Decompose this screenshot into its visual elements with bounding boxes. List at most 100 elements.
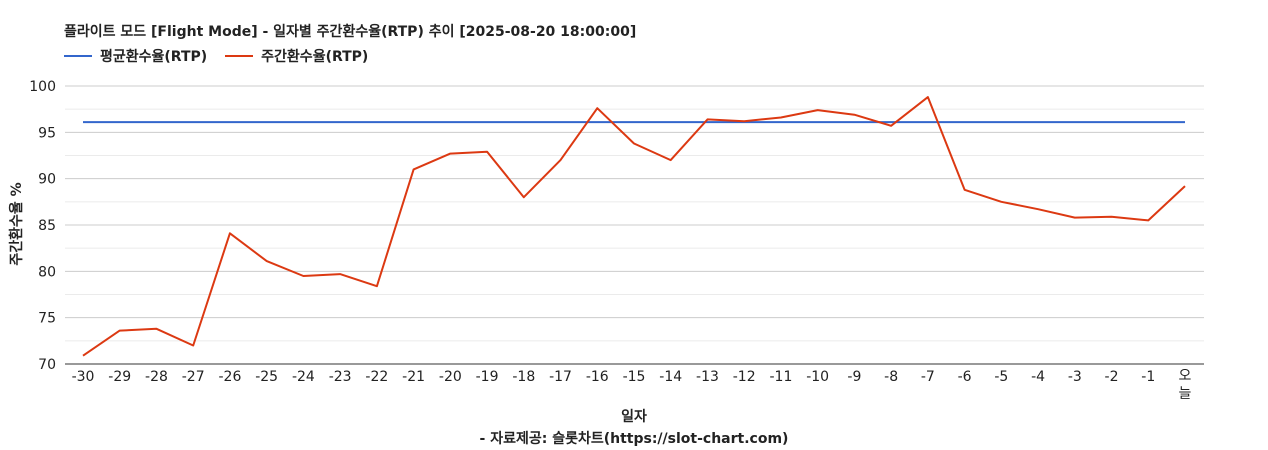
data-point[interactable] — [888, 123, 894, 129]
data-point[interactable] — [741, 118, 747, 124]
data-point[interactable] — [1109, 119, 1115, 125]
x-tick-label: -13 — [696, 369, 719, 385]
x-tick-label: -6 — [958, 369, 972, 385]
x-tick-label: -14 — [659, 369, 682, 385]
data-point[interactable] — [925, 119, 931, 125]
data-point[interactable] — [851, 112, 857, 118]
x-tick-label: -12 — [733, 369, 756, 385]
data-point[interactable] — [1145, 217, 1151, 223]
x-tick-label: -28 — [145, 369, 168, 385]
legend-label-average-rtp: 평균환수율(RTP) — [100, 49, 208, 65]
data-point[interactable] — [337, 119, 343, 125]
x-tick-label: -3 — [1068, 369, 1082, 385]
x-tick-label: -7 — [921, 369, 935, 385]
x-tick-label: 늘 — [1179, 386, 1192, 402]
grid-layer — [65, 85, 1204, 365]
data-point[interactable] — [631, 140, 637, 146]
x-tick-label: -15 — [623, 369, 646, 385]
series-line-weekly-rtp[interactable] — [82, 96, 1186, 357]
data-point[interactable] — [1182, 183, 1188, 189]
x-tick-label: -23 — [329, 369, 352, 385]
y-tick-label: 95 — [38, 125, 56, 141]
data-point[interactable] — [851, 119, 857, 125]
x-tick-label: -24 — [292, 369, 315, 385]
data-point[interactable] — [925, 94, 931, 100]
data-point[interactable] — [153, 326, 159, 332]
data-point[interactable] — [962, 187, 968, 193]
chart-title: 플라이트 모드 [Flight Mode] - 일자별 주간환수율(RTP) 추… — [64, 24, 637, 40]
data-point[interactable] — [447, 119, 453, 125]
data-point[interactable] — [558, 157, 564, 163]
data-point[interactable] — [668, 119, 674, 125]
data-point[interactable] — [264, 258, 270, 264]
legend: 평균환수율(RTP) 주간환수율(RTP) — [64, 46, 386, 66]
x-tick-label: -26 — [218, 369, 241, 385]
data-point[interactable] — [190, 342, 196, 348]
series-layer — [80, 94, 1188, 359]
data-point[interactable] — [962, 119, 968, 125]
data-point[interactable] — [594, 105, 600, 111]
y-tick-label: 90 — [38, 172, 56, 188]
data-point[interactable] — [1035, 206, 1041, 212]
data-point[interactable] — [998, 199, 1004, 205]
data-point[interactable] — [704, 116, 710, 122]
data-point[interactable] — [337, 271, 343, 277]
data-point[interactable] — [227, 119, 233, 125]
data-point[interactable] — [80, 119, 86, 125]
data-point[interactable] — [815, 119, 821, 125]
data-point[interactable] — [778, 115, 784, 121]
data-point[interactable] — [117, 119, 123, 125]
data-point[interactable] — [815, 107, 821, 113]
data-point[interactable] — [1072, 119, 1078, 125]
data-point[interactable] — [521, 194, 527, 200]
data-point[interactable] — [153, 119, 159, 125]
y-tick-label: 75 — [38, 311, 56, 327]
data-point[interactable] — [447, 151, 453, 157]
legend-item-average-rtp[interactable]: 평균환수율(RTP) — [64, 46, 207, 66]
y-axis-label: 주간환수율 % — [9, 182, 25, 266]
x-tick-label: -22 — [365, 369, 388, 385]
data-point[interactable] — [484, 119, 490, 125]
x-tick-label: -2 — [1105, 369, 1119, 385]
x-tick-label: -10 — [806, 369, 829, 385]
y-tick-label: 100 — [29, 79, 56, 95]
data-point[interactable] — [300, 119, 306, 125]
x-tick-label: -27 — [182, 369, 205, 385]
data-point[interactable] — [1182, 119, 1188, 125]
x-axis-label: 일자 — [621, 409, 647, 425]
x-tick-label: -30 — [72, 369, 95, 385]
data-point[interactable] — [80, 353, 86, 359]
x-tick-label: -20 — [439, 369, 462, 385]
data-point[interactable] — [300, 273, 306, 279]
data-point[interactable] — [521, 119, 527, 125]
data-point[interactable] — [227, 230, 233, 236]
legend-item-weekly-rtp[interactable]: 주간환수율(RTP) — [225, 46, 368, 66]
data-point[interactable] — [668, 157, 674, 163]
x-tick-label: -4 — [1031, 369, 1045, 385]
x-tick-label: -18 — [512, 369, 535, 385]
data-point[interactable] — [484, 149, 490, 155]
x-tick-label: -8 — [884, 369, 898, 385]
data-point[interactable] — [117, 328, 123, 334]
data-point[interactable] — [264, 119, 270, 125]
data-point[interactable] — [411, 166, 417, 172]
data-point[interactable] — [631, 119, 637, 125]
data-point[interactable] — [1072, 215, 1078, 221]
data-point[interactable] — [1145, 119, 1151, 125]
data-point[interactable] — [411, 119, 417, 125]
data-point[interactable] — [558, 119, 564, 125]
data-point[interactable] — [1109, 214, 1115, 220]
data-point[interactable] — [594, 119, 600, 125]
x-tick-label: 오 — [1179, 368, 1192, 384]
data-point[interactable] — [190, 119, 196, 125]
y-tick-label: 70 — [38, 357, 56, 373]
legend-swatch-average-rtp — [64, 55, 92, 57]
data-point[interactable] — [1035, 119, 1041, 125]
data-point[interactable] — [374, 283, 380, 289]
data-point[interactable] — [374, 119, 380, 125]
x-tick-label: -11 — [769, 369, 792, 385]
x-tick-label: -1 — [1141, 369, 1155, 385]
x-tick-label: -16 — [586, 369, 609, 385]
data-point[interactable] — [998, 119, 1004, 125]
